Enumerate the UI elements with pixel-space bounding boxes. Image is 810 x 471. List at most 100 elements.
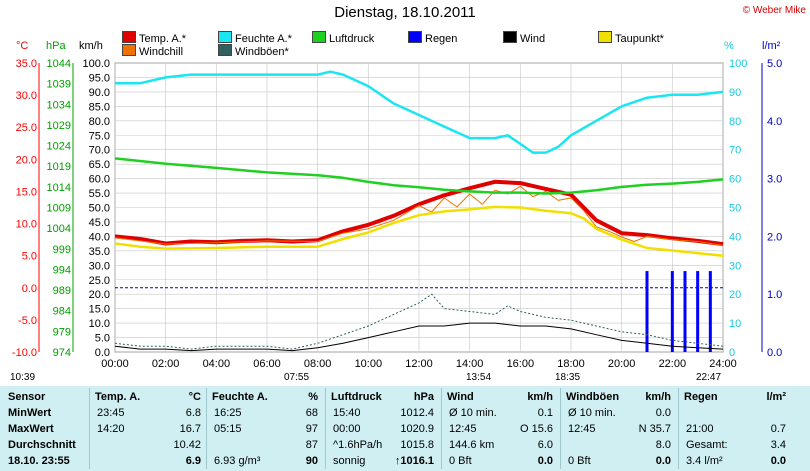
rain-column: Regen l/m² 21:00 0.7 Gesamt: 3.4 3.4 l/m² 0.0 bbox=[680, 386, 792, 471]
legend-swatch bbox=[122, 31, 136, 43]
legend-item: Windchill bbox=[122, 44, 183, 58]
temp-tick-label: 15.0 bbox=[16, 186, 37, 198]
wind-tick-label: 50.0 bbox=[89, 203, 110, 215]
legend-item: Windböen* bbox=[218, 44, 289, 58]
rain-unit: l/m² bbox=[766, 391, 786, 403]
temp-unit-label: °C bbox=[16, 40, 29, 52]
pressure-row-value: 1020.9 bbox=[400, 423, 434, 435]
wind-column: Wind km/h Ø 10 min. 0.1 12:45 O 15.6 144.6 km 6… bbox=[443, 386, 559, 471]
humidity-tick-label: 20 bbox=[729, 289, 741, 301]
temp-row-label: 23:45 bbox=[97, 407, 125, 419]
pressure-unit: hPa bbox=[413, 391, 434, 403]
humidity-column: Feuchte A.% 16:25 68 05:15 97 87 6.93 g/m³ 90 bbox=[208, 386, 324, 471]
pressure-tick-label: 989 bbox=[53, 285, 71, 297]
temp-column: Temp. A. °C 23:45 6.8 14:20 16.7 10.42 6.9 bbox=[91, 386, 207, 471]
wind-row-value: 0.0 bbox=[537, 455, 553, 467]
gust-row-label: 12:45 bbox=[568, 423, 596, 435]
pressure-header: Luftdruck bbox=[331, 391, 382, 403]
series-line bbox=[114, 157, 724, 195]
rain-bar bbox=[708, 271, 712, 352]
series-line bbox=[115, 70, 724, 154]
x-tick-label: 10:00 bbox=[355, 358, 383, 370]
humidity-tick-label: 50 bbox=[729, 203, 741, 215]
wind-tick-label: 45.0 bbox=[89, 217, 110, 229]
pressure-tick-label: 1034 bbox=[47, 99, 71, 111]
current-label: 18.10. 23:55 bbox=[8, 455, 70, 467]
humidity-tick-label: 0 bbox=[729, 347, 735, 359]
gust-row-value: N 35.7 bbox=[638, 423, 671, 435]
humidity-tick-label: 10 bbox=[729, 318, 741, 330]
pressure-tick-label: 1019 bbox=[47, 161, 71, 173]
temp-tick-label: 35.0 bbox=[16, 58, 37, 70]
legend-label: Regen bbox=[425, 33, 458, 45]
humidity-row-value: 90 bbox=[305, 455, 318, 467]
humidity-tick-label: 80 bbox=[729, 116, 741, 128]
gust-row-value: 0.0 bbox=[655, 455, 671, 467]
pressure-tick-label: 1024 bbox=[47, 141, 71, 153]
temp-tick-label: 5.0 bbox=[22, 251, 37, 263]
pressure-tick-label: 979 bbox=[53, 326, 71, 338]
pressure-tick-label: 1009 bbox=[47, 203, 71, 215]
legend-swatch bbox=[218, 31, 232, 43]
wind-unit-label: km/h bbox=[79, 40, 103, 52]
wind-tick-label: 40.0 bbox=[89, 231, 110, 243]
min-label: MinWert bbox=[8, 407, 52, 419]
humidity-header: Feuchte A. bbox=[212, 391, 268, 403]
rain-bar bbox=[696, 271, 700, 352]
sensor-header: Sensor bbox=[8, 391, 46, 403]
humidity-row-label: 05:15 bbox=[214, 423, 242, 435]
pressure-tick-label: 984 bbox=[53, 306, 71, 318]
x-tick-label: 04:00 bbox=[203, 358, 231, 370]
moonset-time: 22:47 bbox=[696, 372, 722, 383]
humidity-row-value: 97 bbox=[305, 423, 318, 435]
humidity-tick-label: 100 bbox=[729, 58, 747, 70]
temp-row-value: 6.8 bbox=[185, 407, 201, 419]
wind-tick-label: 95.0 bbox=[89, 72, 110, 84]
pressure-unit-label: hPa bbox=[46, 40, 66, 52]
weather-chart: 35.0 30.0 25.0 20.0 15.0 10.0 5.0 0.0 -5.0 -10.0 1… bbox=[12, 58, 782, 370]
rain-bar bbox=[683, 271, 687, 352]
pressure-column: Luftdruck hPa 15:40 1012.4 00:00 1020.9 ^1.6hP… bbox=[327, 386, 440, 471]
pressure-tick-label: 1014 bbox=[47, 182, 71, 194]
temp-tick-label: 0.0 bbox=[22, 283, 37, 295]
temp-tick-label: -5.0 bbox=[18, 315, 37, 327]
wind-header: Wind bbox=[447, 391, 474, 403]
sunrise-time: 07:55 bbox=[284, 372, 310, 383]
pressure-tick-label: 1004 bbox=[47, 223, 71, 235]
legend-swatch bbox=[218, 44, 232, 56]
pressure-tick-label: 994 bbox=[53, 264, 71, 276]
legend-swatch bbox=[122, 44, 136, 56]
x-tick-label: 24:00 bbox=[709, 358, 737, 370]
temp-row-value: 16.7 bbox=[179, 423, 201, 435]
max-label: MaxWert bbox=[8, 423, 54, 435]
legend-swatch bbox=[408, 31, 422, 43]
wind-tick-label: 85.0 bbox=[89, 101, 110, 113]
rain-row-value: 0.0 bbox=[770, 455, 786, 467]
gust-row-value: 8.0 bbox=[655, 439, 671, 451]
rain-tick-label: 4.0 bbox=[767, 116, 782, 128]
wind-row-label: Ø 10 min. bbox=[449, 407, 497, 419]
series-line bbox=[114, 322, 724, 352]
legend-swatch bbox=[503, 31, 517, 43]
day-start-time: 10:39 bbox=[10, 372, 36, 383]
x-tick-label: 02:00 bbox=[152, 358, 180, 370]
legend-label: Feuchte A.* bbox=[235, 33, 292, 45]
gust-row-value: 0.0 bbox=[655, 407, 671, 419]
wind-tick-label: 0.0 bbox=[95, 347, 110, 359]
wind-tick-label: 65.0 bbox=[89, 159, 110, 171]
moonrise-time: 13:54 bbox=[466, 372, 492, 383]
wind-tick-label: 55.0 bbox=[89, 188, 110, 200]
wind-row-value: 0.1 bbox=[537, 407, 553, 419]
legend-item: Taupunkt* bbox=[598, 31, 664, 45]
pressure-row-label: sonnig bbox=[333, 455, 366, 467]
humidity-tick-label: 60 bbox=[729, 174, 741, 186]
legend-item: Temp. A.* bbox=[122, 31, 186, 45]
humidity-tick-label: 40 bbox=[729, 231, 741, 243]
credit-label: © Weber Mike bbox=[742, 5, 806, 16]
wind-tick-label: 90.0 bbox=[89, 87, 110, 99]
legend-swatch bbox=[312, 31, 326, 43]
legend-item: Luftdruck bbox=[312, 31, 374, 45]
temp-tick-label: 25.0 bbox=[16, 122, 37, 134]
humidity-row-value: 68 bbox=[305, 407, 318, 419]
stats-table: Sensor MinWert MaxWert Durchschnitt 18.1… bbox=[0, 386, 810, 471]
